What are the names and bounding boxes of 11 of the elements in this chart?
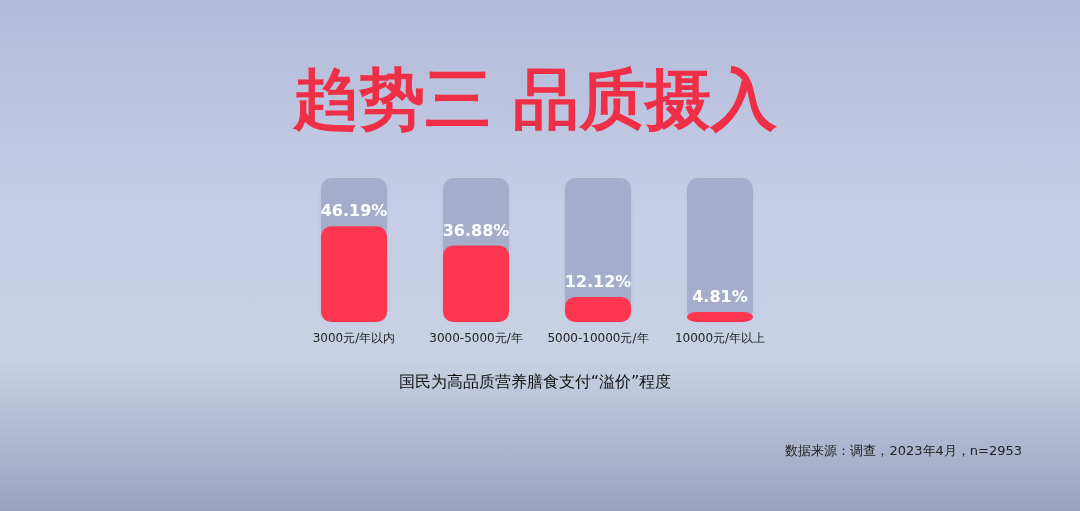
data-label: 36.88% — [442, 220, 510, 240]
x-tick-label: 3000元/年以内 — [312, 331, 396, 345]
x-axis-title: 国民为高品质营养膳食支付“溢价”程度 — [398, 372, 672, 391]
data-label: 46.19% — [320, 201, 388, 221]
data-label: 4.81% — [692, 287, 748, 307]
x-tick-label: 10000元/年以上 — [674, 331, 766, 345]
data-label: 12.12% — [564, 271, 632, 291]
source-note: 数据来源：调查，2023年4月，n=2953 — [785, 443, 1022, 458]
x-tick-label: 5000-10000元/年 — [547, 331, 649, 345]
chart-title: 趋势三 品质摄入 — [291, 61, 779, 138]
x-tick-label: 3000-5000元/年 — [429, 331, 523, 345]
